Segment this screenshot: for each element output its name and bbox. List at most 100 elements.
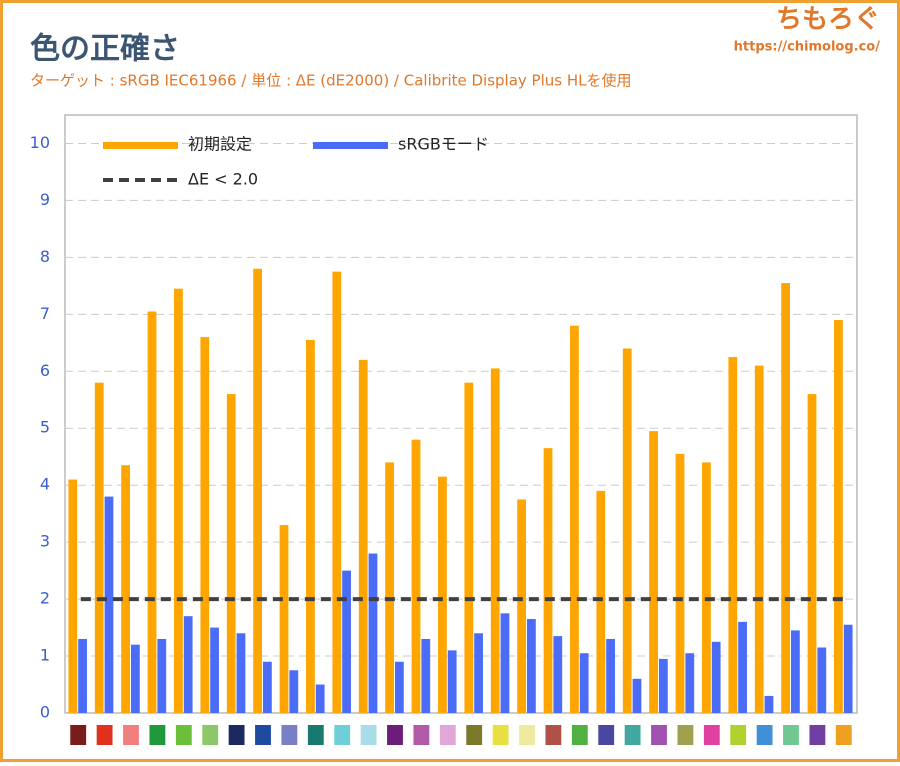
category-swatch (123, 725, 139, 745)
bar (843, 624, 853, 713)
bar (279, 525, 289, 713)
bar (517, 499, 526, 713)
brand-url: https://chimolog.co/ (734, 40, 881, 55)
bar (68, 479, 78, 713)
bar (781, 283, 790, 713)
bar (807, 394, 817, 713)
bar (368, 553, 378, 713)
legend-label: sRGBモード (398, 135, 489, 154)
category-swatch (439, 725, 456, 745)
y-tick-label: 5 (40, 418, 50, 437)
bar (632, 678, 642, 713)
category-swatch (202, 725, 219, 745)
bar (447, 650, 457, 713)
bar (702, 462, 711, 713)
category-swatch (756, 725, 773, 745)
bar (78, 638, 87, 713)
chart-title: 色の正確さ (30, 32, 180, 67)
bar (200, 337, 210, 713)
bar (659, 658, 668, 713)
category-swatch (360, 725, 377, 745)
category-swatch (466, 725, 483, 745)
legend-swatch (103, 142, 178, 149)
chart-subtitle: ターゲット : sRGB IEC61966 / 単位 : ΔE (dE2000)… (30, 72, 632, 90)
category-swatch (598, 725, 615, 745)
category-swatch (492, 725, 509, 745)
category-swatch (624, 725, 641, 745)
bar (226, 394, 236, 713)
category-swatch (703, 725, 720, 745)
category-swatch (228, 725, 245, 745)
y-tick-label: 1 (40, 646, 50, 665)
bar (527, 619, 536, 713)
bar (358, 359, 368, 713)
bar (622, 348, 632, 713)
bar (332, 271, 342, 713)
bar (104, 496, 114, 713)
bar (342, 570, 351, 713)
bar (764, 695, 774, 713)
bar (411, 439, 421, 713)
bar (711, 641, 721, 713)
bar (685, 653, 695, 713)
bar (236, 633, 246, 713)
bar (754, 365, 764, 713)
bar (649, 431, 658, 713)
bar (94, 382, 104, 713)
y-tick-label: 2 (40, 589, 50, 608)
bar (395, 661, 404, 713)
bar (553, 636, 563, 713)
category-swatch (783, 725, 799, 745)
category-swatch (571, 725, 588, 745)
bar (253, 268, 262, 713)
bar (728, 357, 738, 713)
category-swatch (255, 725, 271, 745)
bar (131, 644, 140, 713)
legend-swatch (313, 142, 388, 149)
category-swatch (307, 725, 324, 745)
plot-frame (64, 114, 858, 714)
bar (606, 638, 615, 713)
bar (474, 633, 483, 713)
category-swatch (334, 725, 351, 745)
bar (570, 325, 579, 713)
category-swatch (651, 725, 667, 745)
bar (579, 653, 589, 713)
bar (817, 647, 827, 713)
y-tick-label: 7 (40, 304, 50, 323)
bar (490, 368, 500, 713)
category-swatch (809, 725, 826, 745)
brand: ちもろぐ (776, 5, 880, 35)
category-swatch (519, 725, 535, 745)
bar (174, 288, 183, 713)
category-swatch (413, 725, 430, 745)
category-swatch (70, 725, 87, 745)
bar (464, 382, 474, 713)
legend-label: 初期設定 (188, 135, 252, 154)
bar (157, 638, 167, 713)
category-swatch (730, 725, 747, 745)
bar (289, 670, 299, 713)
bar (306, 339, 315, 713)
category-swatch (835, 725, 852, 745)
bar (147, 311, 157, 713)
category-swatch (281, 725, 298, 745)
bar (738, 621, 747, 713)
bar (438, 476, 447, 713)
bar (596, 490, 606, 713)
bar (263, 661, 272, 713)
y-tick-label: 0 (40, 703, 50, 722)
y-tick-label: 6 (40, 361, 50, 380)
y-tick-label: 10 (30, 133, 50, 152)
bar (675, 453, 685, 713)
y-tick-label: 9 (40, 190, 50, 209)
category-swatch (149, 725, 166, 745)
legend-label: ΔE < 2.0 (188, 170, 258, 189)
y-tick-label: 8 (40, 247, 50, 266)
bar (183, 616, 193, 713)
category-swatch (175, 725, 192, 745)
y-tick-label: 3 (40, 532, 50, 551)
bar (385, 462, 394, 713)
category-swatch (96, 725, 113, 745)
